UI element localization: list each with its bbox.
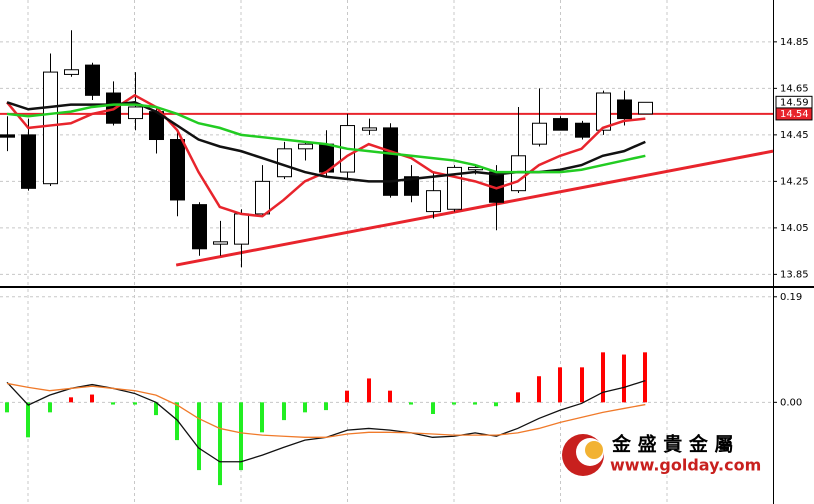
histogram-bar (431, 402, 435, 414)
candle-body (43, 71, 58, 185)
histogram-bar (367, 378, 371, 403)
histogram-bar (48, 402, 52, 413)
candle-body (298, 143, 313, 150)
candle-body (362, 127, 377, 131)
price-label: 14.59 (780, 97, 809, 108)
histogram-bar (452, 402, 456, 405)
logo: 金 盛 貴 金 屬 www.golday.com (562, 433, 761, 476)
price-label-box (775, 107, 813, 121)
candle-body (617, 99, 632, 120)
candle-body (0, 134, 15, 138)
candle-body (128, 106, 143, 120)
candle-body (596, 92, 611, 131)
histogram-bar (218, 402, 222, 486)
candle-body (532, 122, 547, 145)
candle-body (383, 127, 398, 196)
candle-body (553, 118, 568, 131)
candle-body (170, 139, 185, 201)
y-tick-label: 14.45 (780, 130, 809, 141)
histogram-bar (409, 402, 413, 405)
y-tick-label: 0.00 (780, 397, 802, 408)
candle-body (213, 241, 228, 245)
histogram-bar (197, 402, 201, 471)
candle-body (255, 180, 270, 215)
histogram-bar (260, 402, 264, 433)
y-tick-label: 14.65 (780, 83, 809, 94)
histogram-bar (111, 402, 115, 405)
histogram-bar (580, 367, 584, 403)
candle-body (21, 134, 36, 189)
histogram-bar (239, 402, 243, 471)
histogram-bar (516, 392, 520, 403)
logo-sun (585, 441, 603, 459)
histogram-bar (69, 397, 73, 403)
moving-average (6, 93, 646, 218)
y-tick-label: 14.25 (780, 176, 809, 187)
candle-body (64, 69, 79, 75)
histogram-bar (601, 352, 605, 403)
candle-body (85, 64, 100, 96)
price-label: 14.54 (780, 109, 809, 120)
histogram-bar (175, 402, 179, 441)
y-tick-label: 0.19 (780, 292, 802, 303)
histogram-bar (388, 390, 392, 403)
candle-body (234, 213, 249, 245)
histogram-bar (90, 394, 94, 403)
histogram-bar (154, 402, 158, 416)
y-tick-label: 14.05 (780, 223, 809, 234)
histogram-bar (494, 402, 498, 407)
histogram-bar (133, 402, 137, 405)
histogram-bar (537, 376, 541, 403)
moving-average (6, 103, 646, 174)
candle-body (575, 122, 590, 138)
logo-name: 金 盛 貴 金 屬 (611, 433, 733, 456)
candle-body (638, 101, 653, 115)
trendline (175, 149, 774, 267)
candle-body (426, 190, 441, 213)
candle-body (192, 204, 207, 250)
histogram-bar (5, 402, 9, 413)
y-tick-label: 14.85 (780, 37, 809, 48)
candle-body (404, 176, 419, 196)
macd-line (6, 382, 646, 438)
histogram-bar (303, 402, 307, 413)
histogram-bar (282, 402, 286, 421)
histogram-bar (643, 352, 647, 403)
y-tick-label: 13.85 (780, 269, 809, 280)
logo-url: www.golday.com (610, 456, 761, 475)
histogram-bar (473, 402, 477, 405)
histogram-bar (324, 402, 328, 411)
histogram-bar (26, 402, 30, 438)
histogram-bar (558, 367, 562, 403)
histogram-bar (345, 390, 349, 403)
histogram-bar (622, 354, 626, 403)
